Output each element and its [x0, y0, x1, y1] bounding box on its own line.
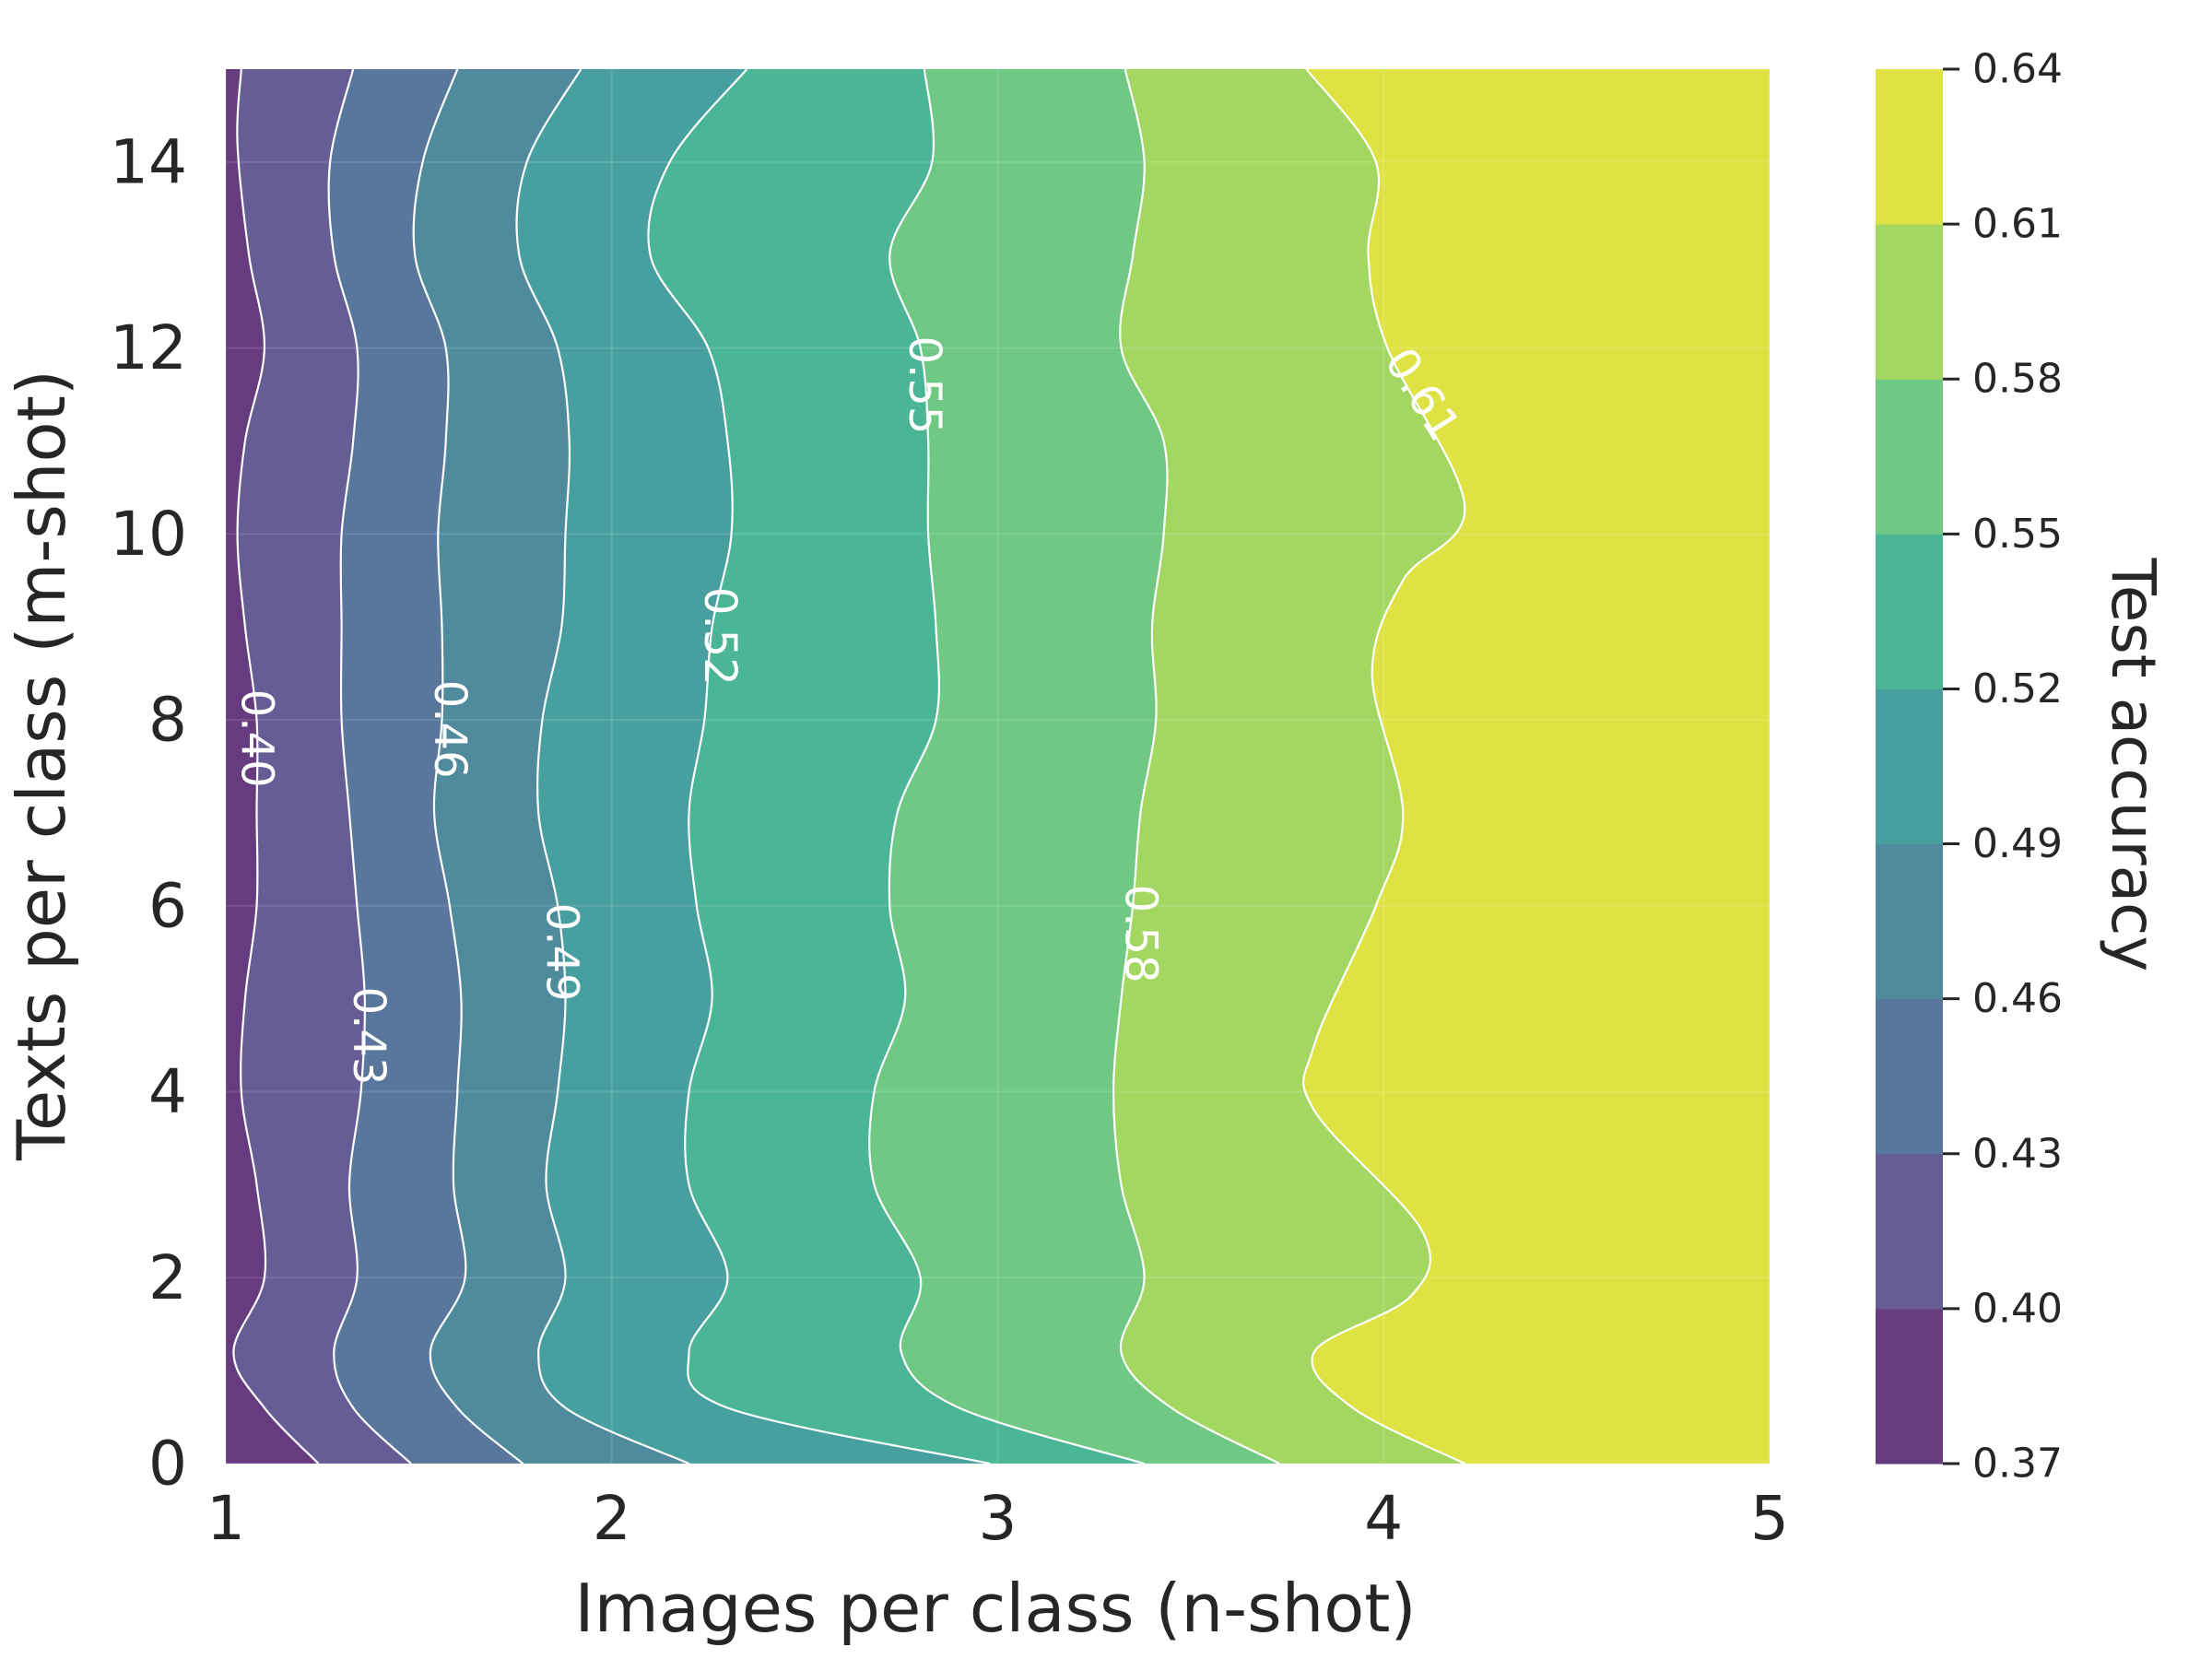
contour-line-0.52: [647, 68, 991, 1465]
y-tick-label: 2: [148, 1242, 187, 1313]
contour-line-0.40: [232, 68, 320, 1465]
colorbar-segment-0.61: [1876, 69, 1943, 225]
colorbar-segment-0.40: [1876, 1153, 1943, 1310]
colorbar-tick-label: 0.49: [1972, 820, 2063, 867]
contour-line-0.61: [1302, 68, 1466, 1465]
colorbar-title: Test accuracy: [2098, 558, 2169, 972]
colorbar-tick-label: 0.46: [1972, 975, 2063, 1022]
y-axis-title: Texts per class (m-shot): [3, 370, 80, 1161]
contour-line-0.58: [1112, 68, 1280, 1465]
y-tick-label: 0: [148, 1429, 187, 1500]
colorbar-tick-label: 0.55: [1972, 511, 2063, 558]
contour-lines: [232, 68, 1466, 1465]
y-axis-ticks: 0 2 4 6 8 10 12 14: [110, 126, 187, 1499]
contour-label-0.43: 0.43: [343, 987, 394, 1086]
colorbar-segment-0.46: [1876, 843, 1943, 1000]
contour-label-0.55: 0.55: [899, 335, 950, 434]
contour-line-0.46: [412, 68, 524, 1465]
contour-label-0.46: 0.46: [424, 680, 476, 779]
contour-line-0.55: [868, 68, 1145, 1465]
colorbar: 0.37 0.40 0.43 0.46 0.49 0.52 0.55 0.58 0.61 0.64: [1876, 46, 2063, 1488]
plot-area: [225, 69, 1771, 1465]
contour-label-0.52: 0.52: [694, 587, 746, 686]
y-tick-label: 14: [110, 126, 187, 197]
contour-label-0.49: 0.49: [535, 903, 587, 1002]
x-tick-label: 4: [1364, 1483, 1403, 1554]
colorbar-tick-label: 0.37: [1972, 1441, 2063, 1488]
contour-label-0.58: 0.58: [1114, 885, 1166, 983]
colorbar-tick-label: 0.52: [1972, 665, 2063, 712]
x-tick-label: 2: [593, 1483, 631, 1554]
colorbar-segment-0.43: [1876, 998, 1943, 1155]
band-0.40-0.43: [226, 69, 411, 1464]
colorbar-segment-0.49: [1876, 688, 1943, 845]
colorbar-segment-0.37: [1876, 1308, 1943, 1465]
y-tick-label: 8: [148, 685, 187, 756]
y-tick-label: 6: [148, 870, 187, 941]
x-tick-label: 1: [206, 1483, 245, 1554]
colorbar-tick-label: 0.40: [1972, 1285, 2063, 1332]
x-tick-label: 3: [979, 1483, 1018, 1554]
y-tick-label: 10: [110, 499, 187, 570]
colorbar-tick-label: 0.64: [1972, 46, 2063, 93]
x-axis-title: Images per class (n-shot): [574, 1570, 1416, 1647]
contour-label-0.40: 0.40: [231, 689, 283, 788]
colorbar-tick-label: 0.43: [1972, 1130, 2063, 1177]
contour-labels: 0.400.430.460.490.520.550.580.61: [231, 335, 1471, 1086]
y-tick-label: 4: [148, 1056, 187, 1127]
colorbar-tick-label: 0.58: [1972, 356, 2063, 403]
colorbar-segment-0.52: [1876, 534, 1943, 689]
colorbar-tick-label: 0.61: [1972, 201, 2063, 248]
contour-line-0.43: [327, 68, 412, 1465]
colorbar-segment-0.55: [1876, 379, 1943, 535]
y-tick-label: 12: [110, 312, 187, 383]
x-axis-ticks: 1 2 3 4 5: [206, 1483, 1789, 1554]
contour-line-0.49: [515, 68, 689, 1465]
colorbar-segment-0.58: [1876, 224, 1943, 380]
x-tick-label: 5: [1750, 1483, 1789, 1554]
